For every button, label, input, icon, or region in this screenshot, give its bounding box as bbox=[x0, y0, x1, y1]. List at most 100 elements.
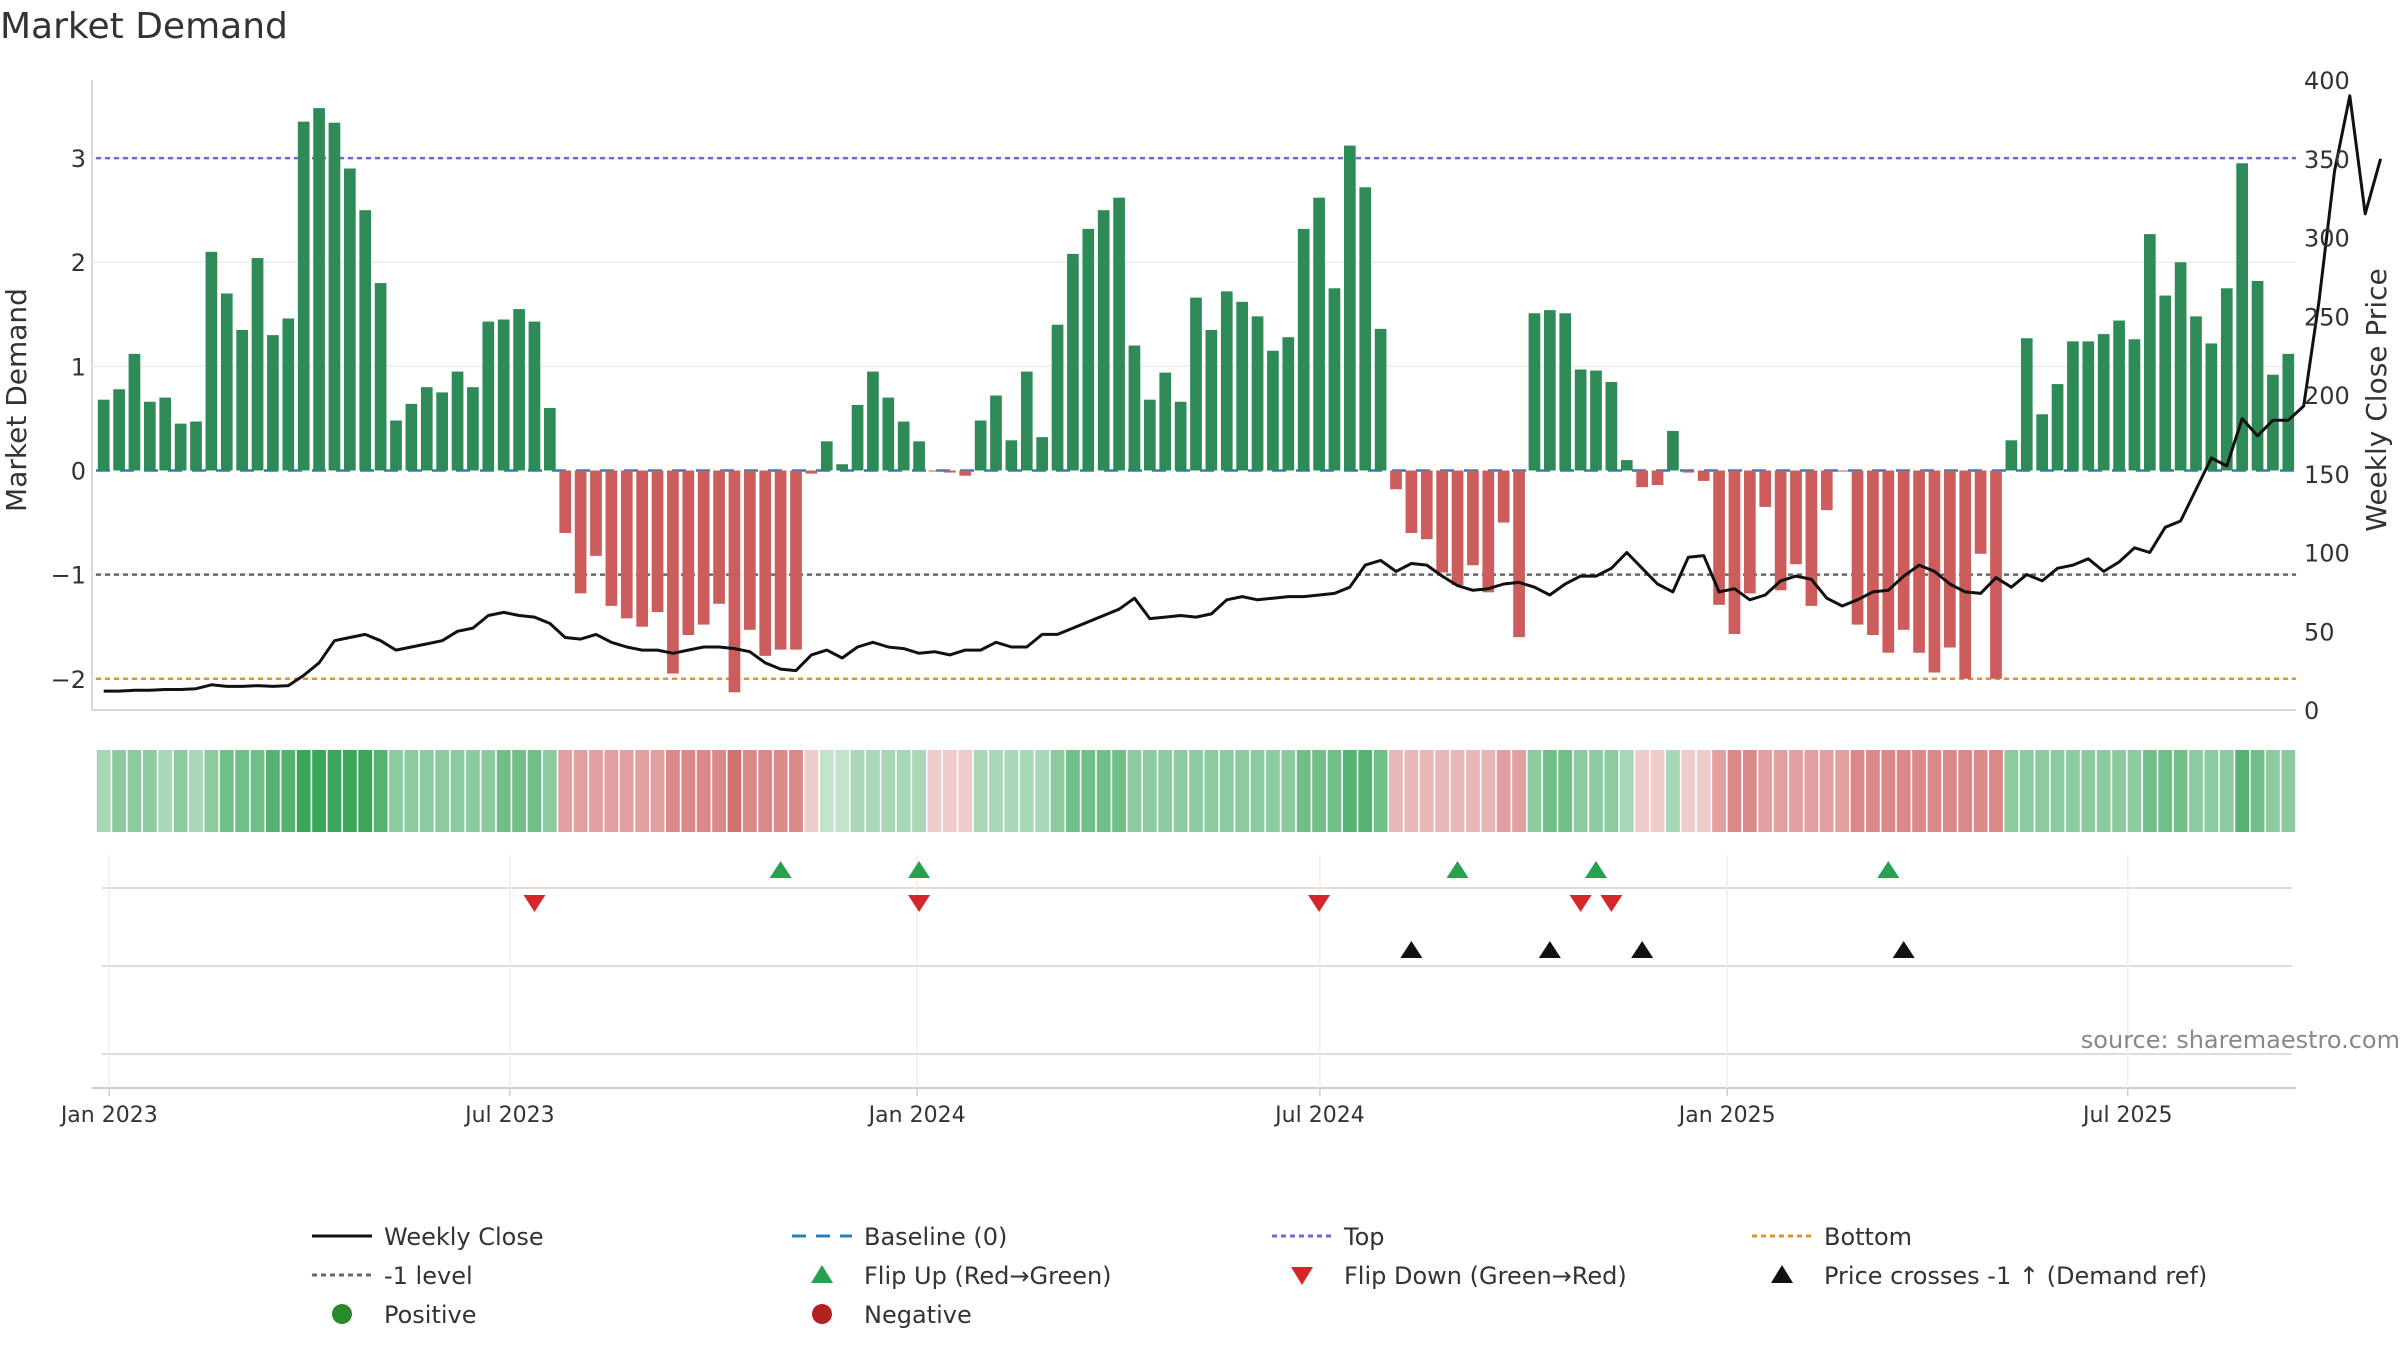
demand-bar bbox=[1297, 228, 1310, 471]
demand-bar bbox=[1190, 297, 1202, 471]
heat-cell bbox=[542, 750, 557, 832]
demand-bar bbox=[159, 397, 172, 471]
demand-bar bbox=[1036, 437, 1048, 471]
price-line-layer bbox=[103, 94, 2383, 693]
heat-cell bbox=[2096, 750, 2111, 832]
legend-item: Baseline (0) bbox=[792, 1223, 1007, 1251]
heat-cell bbox=[466, 750, 480, 832]
heat-cell bbox=[2204, 750, 2219, 832]
demand-bar bbox=[1497, 470, 1510, 523]
demand-bar bbox=[882, 397, 895, 471]
heat-cell bbox=[1789, 750, 1803, 832]
demand-bar bbox=[97, 399, 110, 471]
heat-cell bbox=[1496, 750, 1511, 832]
heat-cell bbox=[1481, 750, 1496, 832]
demand-bar bbox=[1113, 197, 1125, 471]
demand-bar bbox=[128, 353, 141, 471]
demand-bar bbox=[1620, 460, 1633, 471]
heat-cell bbox=[758, 750, 773, 832]
legend-item: -1 level bbox=[312, 1262, 473, 1290]
demand-bar bbox=[2267, 374, 2279, 471]
demand-bar bbox=[1590, 370, 1602, 471]
demand-bar bbox=[251, 258, 264, 471]
demand-bar bbox=[1205, 329, 1218, 471]
heat-cell bbox=[1866, 750, 1880, 832]
demand-bar bbox=[820, 441, 833, 471]
demand-bar bbox=[1390, 470, 1402, 490]
demand-bar bbox=[205, 251, 218, 471]
demand-bar bbox=[220, 293, 233, 471]
heat-cell bbox=[1650, 750, 1665, 832]
demand-bar bbox=[420, 387, 433, 471]
heat-cell bbox=[835, 750, 850, 832]
heat-cell bbox=[773, 750, 788, 832]
heat-cell bbox=[1389, 750, 1403, 832]
heat-cell bbox=[496, 750, 511, 832]
heat-cell bbox=[281, 750, 296, 832]
heat-cell bbox=[1958, 750, 1973, 832]
heat-cell bbox=[850, 750, 865, 832]
demand-bar bbox=[1436, 470, 1448, 573]
flip-up-marker bbox=[769, 861, 792, 878]
heat-cell bbox=[1373, 750, 1388, 832]
heat-cell bbox=[204, 750, 219, 832]
demand-bar bbox=[1820, 470, 1833, 511]
heat-cell bbox=[681, 750, 696, 832]
demand-bar bbox=[313, 108, 325, 471]
demand-bar bbox=[1405, 470, 1418, 533]
heat-cell bbox=[112, 750, 126, 832]
demand-bar bbox=[2128, 339, 2141, 471]
x-tick-label: Jul 2025 bbox=[2081, 1103, 2173, 1128]
heat-cell bbox=[1035, 750, 1050, 832]
y-tick-label: 1 bbox=[71, 353, 86, 381]
demand-bar bbox=[1144, 399, 1156, 471]
heat-cell bbox=[804, 750, 819, 832]
demand-bar bbox=[1836, 470, 1848, 472]
heat-cell bbox=[2142, 750, 2157, 832]
heat-cell bbox=[1066, 750, 1080, 832]
demand-bar bbox=[328, 122, 341, 471]
demand-bar bbox=[2067, 341, 2079, 471]
legend-item: Flip Up (Red→Green) bbox=[811, 1262, 1112, 1290]
legend-swatch bbox=[1291, 1267, 1313, 1285]
demand-bar bbox=[1974, 470, 1987, 554]
demand-bar bbox=[451, 371, 464, 471]
heat-cell bbox=[896, 750, 911, 832]
heat-cell bbox=[866, 750, 880, 832]
heat-cell bbox=[1004, 750, 1019, 832]
legend-label: Price crosses -1 ↑ (Demand ref) bbox=[1824, 1262, 2207, 1290]
heat-cell bbox=[142, 750, 157, 832]
heat-cell bbox=[173, 750, 188, 832]
legend-label: Weekly Close bbox=[384, 1223, 544, 1251]
heat-cell bbox=[2066, 750, 2080, 832]
demand-bar bbox=[113, 389, 125, 471]
x-tick-label: Jul 2023 bbox=[463, 1103, 555, 1128]
heat-cell bbox=[1773, 750, 1788, 832]
heat-cell bbox=[1019, 750, 1034, 832]
demand-bar bbox=[390, 420, 402, 471]
heat-cell bbox=[1542, 750, 1557, 832]
flip-up-marker bbox=[1877, 861, 1900, 878]
demand-bar bbox=[2036, 414, 2048, 471]
demand-bar bbox=[2097, 334, 2110, 471]
demand-bar bbox=[1420, 470, 1433, 540]
heat-cell bbox=[296, 750, 311, 832]
y2-tick-label: 250 bbox=[2304, 303, 2350, 331]
flip-up-marker bbox=[908, 861, 931, 878]
demand-bar bbox=[2051, 384, 2064, 471]
legend-swatch bbox=[1771, 1265, 1793, 1283]
demand-bar bbox=[744, 470, 756, 630]
demand-bar bbox=[2251, 280, 2264, 471]
heat-strip bbox=[96, 750, 2296, 832]
demand-bar bbox=[544, 408, 556, 471]
demand-bar bbox=[2190, 316, 2202, 471]
demand-bar bbox=[1020, 371, 1033, 471]
demand-bar bbox=[851, 404, 864, 471]
legend-label: Bottom bbox=[1824, 1223, 1912, 1251]
heat-cell bbox=[1281, 750, 1296, 832]
heat-cell bbox=[558, 750, 573, 832]
demand-bar bbox=[928, 470, 941, 472]
demand-bar bbox=[913, 441, 925, 471]
demand-bar bbox=[467, 387, 479, 471]
demand-bar bbox=[897, 421, 910, 471]
